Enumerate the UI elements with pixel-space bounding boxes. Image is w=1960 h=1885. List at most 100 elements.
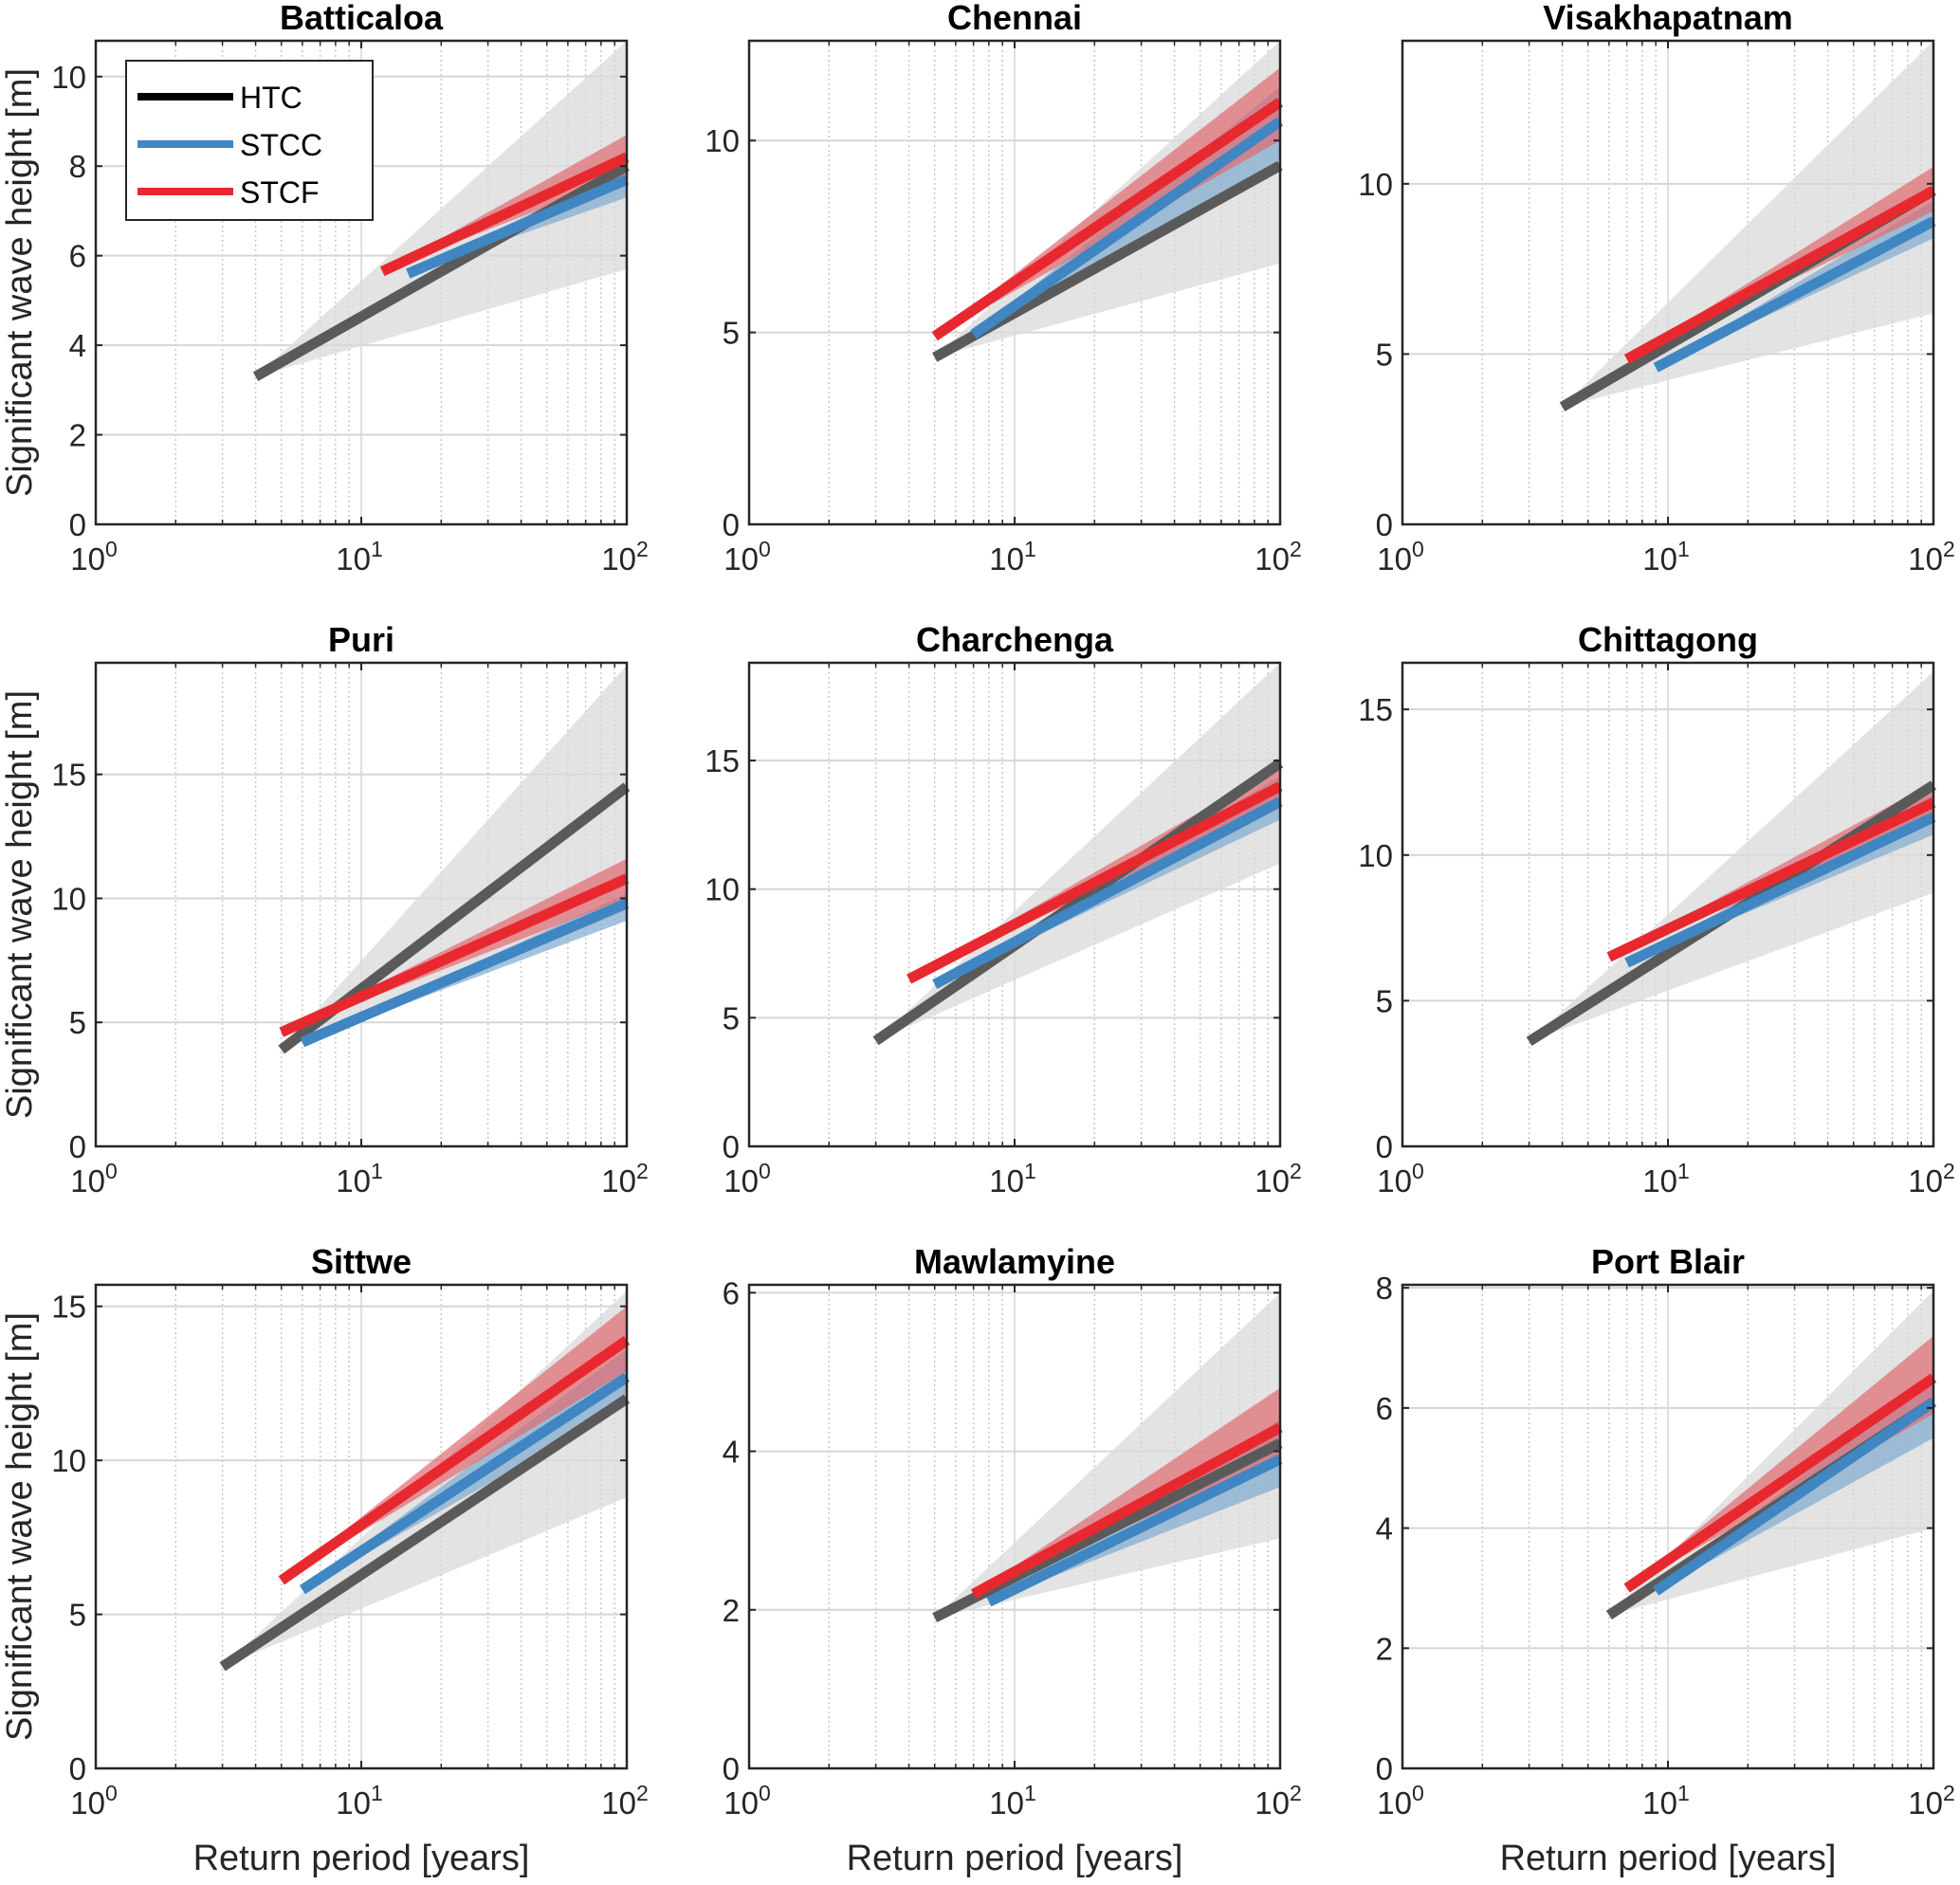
y-tick-label: 0 xyxy=(723,507,740,542)
series-line-htc xyxy=(872,759,1284,1046)
x-tick-label: 100 xyxy=(1377,1159,1424,1199)
x-tick-label: 101 xyxy=(1642,1781,1690,1821)
confidence-band-stcf xyxy=(281,1306,627,1581)
x-tick-label: 101 xyxy=(989,537,1036,576)
panel-chennai: 0 5 10 100 101 102 Chennai xyxy=(705,0,1301,576)
y-tick-label: 6 xyxy=(723,1275,740,1310)
y-tick-label: 6 xyxy=(69,239,86,274)
panel-title: Batticaloa xyxy=(280,0,444,37)
panel-title: Visakhapatnam xyxy=(1543,0,1792,37)
y-tick-label: 5 xyxy=(69,1598,86,1633)
series-line-stcc xyxy=(1653,216,1936,373)
legend-label-stcf: STCF xyxy=(240,175,320,210)
series-line-stcc xyxy=(932,796,1283,989)
series-line-stcc xyxy=(1653,1397,1937,1596)
y-tick-label: 15 xyxy=(51,758,86,793)
ylabel-row-2: Significant wave height [m] xyxy=(0,690,40,1119)
panel-title: Chennai xyxy=(947,0,1082,37)
x-tick-label: 101 xyxy=(989,1781,1036,1821)
y-tick-label: 10 xyxy=(1358,167,1393,202)
x-tick-label: 102 xyxy=(1255,1159,1302,1199)
panel-port-blair: 0 2 4 6 8 100 101 102 Port Blair xyxy=(1376,1242,1955,1821)
series-line-stcc xyxy=(299,1372,631,1595)
panel-sittwe: 0 5 10 15 100 101 102 Sittwe xyxy=(51,1242,648,1821)
series-line-stcf xyxy=(931,98,1284,341)
series-line-htc xyxy=(219,1394,631,1672)
panel-title: Sittwe xyxy=(311,1242,412,1281)
series-line-stcc xyxy=(986,1454,1283,1607)
series-line-stcf xyxy=(1623,186,1936,364)
y-tick-label: 4 xyxy=(723,1435,740,1470)
y-tick-label: 5 xyxy=(1376,983,1393,1018)
confidence-band-stcf xyxy=(1626,1335,1933,1588)
xlabel-col-3: Return period [years] xyxy=(1500,1839,1837,1878)
series-line-stcc xyxy=(406,174,630,279)
x-tick-label: 101 xyxy=(336,537,383,576)
x-tick-label: 100 xyxy=(724,1781,771,1821)
y-tick-label: 0 xyxy=(1376,1129,1393,1164)
y-tick-label: 15 xyxy=(1358,692,1393,727)
x-tick-label: 100 xyxy=(724,1159,771,1199)
y-tick-label: 5 xyxy=(1376,337,1393,372)
series-line-stcf xyxy=(971,1422,1283,1599)
panel-puri: 0 5 10 15 100 101 102 Puri xyxy=(51,620,648,1199)
y-tick-label: 5 xyxy=(69,1005,86,1040)
y-tick-label: 6 xyxy=(1376,1391,1393,1426)
y-tick-label: 15 xyxy=(51,1290,86,1325)
x-tick-label: 100 xyxy=(1377,537,1424,576)
series-line-stcf xyxy=(278,1335,631,1585)
series-line-stcf xyxy=(1623,1373,1937,1593)
y-tick-label: 10 xyxy=(1358,838,1393,873)
y-tick-label: 2 xyxy=(69,418,86,453)
y-tick-label: 2 xyxy=(723,1593,740,1628)
ylabel-row-1: Significant wave height [m] xyxy=(0,68,40,497)
x-tick-label: 100 xyxy=(1377,1781,1424,1821)
x-tick-label: 102 xyxy=(1255,1781,1302,1821)
panel-charchenga: 0 5 10 15 100 101 102 Charchenga xyxy=(705,620,1301,1199)
x-tick-label: 101 xyxy=(989,1159,1036,1199)
x-tick-label: 100 xyxy=(724,537,771,576)
confidence-band-htc xyxy=(1562,41,1933,408)
series-line-stcf xyxy=(907,781,1283,984)
y-tick-label: 10 xyxy=(51,881,86,916)
xlabel-col-1: Return period [years] xyxy=(193,1839,530,1878)
confidence-band-stcf xyxy=(908,765,1280,979)
x-tick-label: 101 xyxy=(336,1159,383,1199)
series-line-stcf xyxy=(279,873,630,1037)
series-line-stcf xyxy=(1606,797,1936,962)
x-tick-label: 102 xyxy=(1908,537,1955,576)
y-tick-label: 5 xyxy=(723,1000,740,1035)
series-line-stcc xyxy=(1624,812,1936,968)
y-tick-label: 8 xyxy=(69,149,86,184)
panel-title: Chittagong xyxy=(1578,620,1758,659)
y-tick-label: 10 xyxy=(705,872,740,907)
ylabel-row-3: Significant wave height [m] xyxy=(0,1312,40,1741)
confidence-band-htc xyxy=(934,41,1280,357)
series-line-stcc xyxy=(970,117,1284,339)
panel-title: Mawlamyine xyxy=(914,1242,1115,1281)
series-line-stcf xyxy=(379,152,630,277)
panel-visakhapatnam: 0 5 10 100 101 102 Visakhapatnam xyxy=(1358,0,1954,576)
confidence-band-htc xyxy=(255,41,627,377)
y-tick-label: 0 xyxy=(69,507,86,542)
x-tick-label: 102 xyxy=(601,537,649,576)
x-tick-label: 102 xyxy=(601,1159,649,1199)
confidence-band-stcf xyxy=(1626,166,1933,359)
y-tick-label: 0 xyxy=(69,1751,86,1786)
y-tick-label: 2 xyxy=(1376,1631,1393,1666)
confidence-band-htc xyxy=(934,1292,1280,1619)
panel-title: Port Blair xyxy=(1591,1242,1745,1281)
y-tick-label: 0 xyxy=(69,1129,86,1164)
y-tick-label: 8 xyxy=(1376,1271,1393,1306)
x-tick-label: 102 xyxy=(1255,537,1302,576)
y-tick-label: 10 xyxy=(705,123,740,158)
confidence-band-stcf xyxy=(934,67,1280,337)
y-tick-label: 0 xyxy=(1376,1751,1393,1786)
y-tick-label: 4 xyxy=(69,328,86,363)
panel-chittagong: 0 5 10 15 100 101 102 Chittagong xyxy=(1358,620,1954,1199)
xlabel-col-2: Return period [years] xyxy=(847,1839,1183,1878)
legend-label-stcc: STCC xyxy=(240,128,322,162)
y-tick-label: 10 xyxy=(51,1443,86,1478)
y-tick-label: 4 xyxy=(1376,1511,1393,1546)
